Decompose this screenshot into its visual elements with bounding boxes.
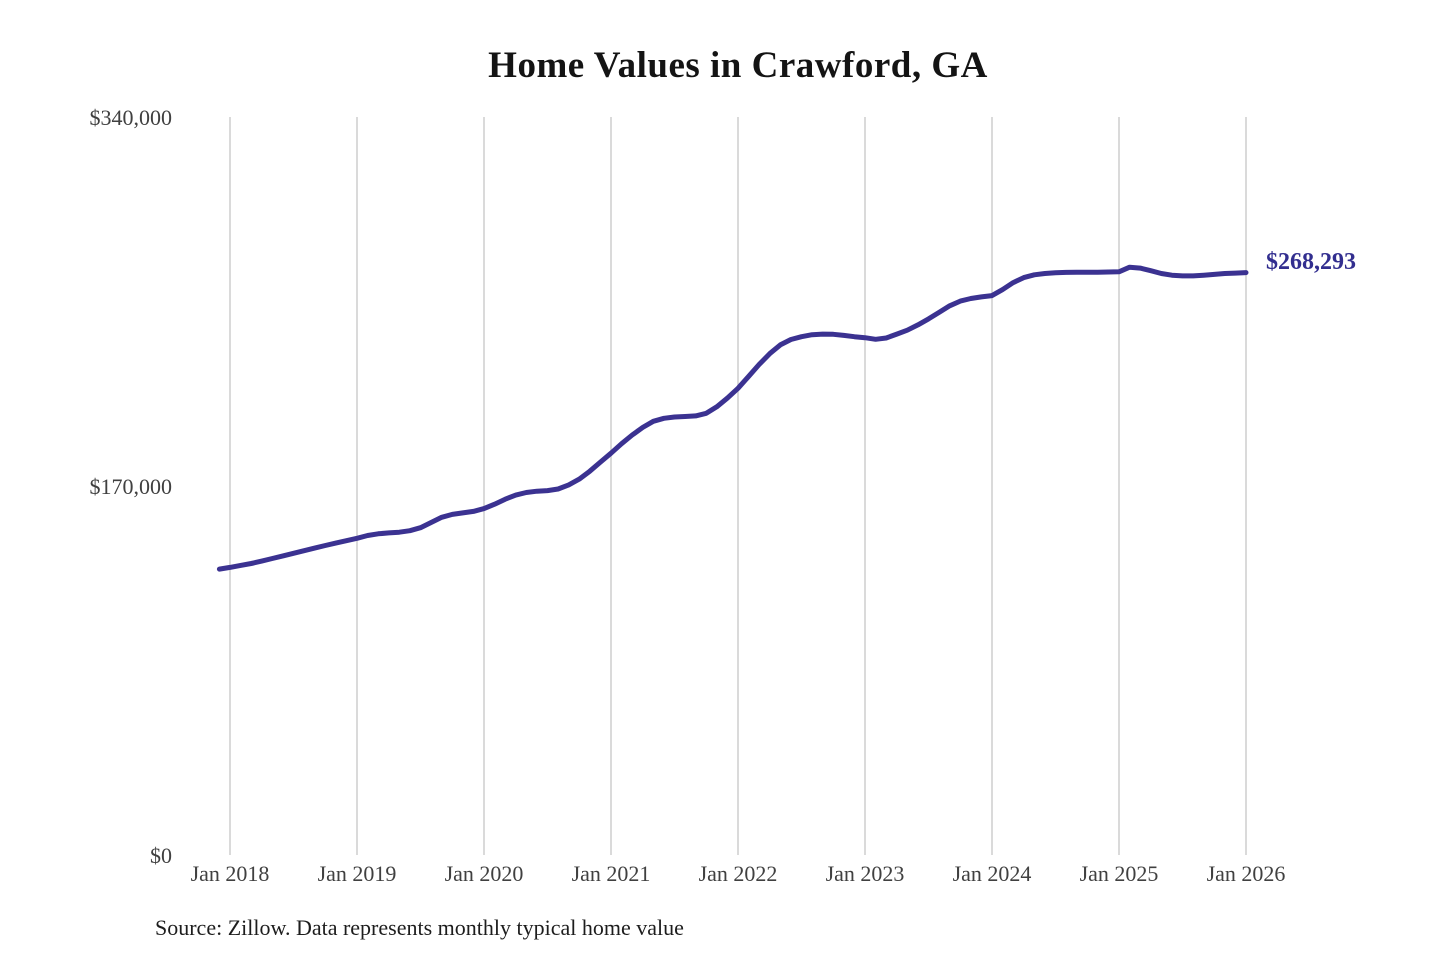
chart-title: Home Values in Crawford, GA: [488, 45, 988, 86]
x-tick-label: Jan 2020: [445, 861, 524, 886]
y-tick-label: $0: [150, 843, 172, 868]
current-value-label: $268,293: [1266, 249, 1356, 275]
x-tick-label: Jan 2026: [1207, 861, 1286, 886]
x-tick-label: Jan 2018: [191, 861, 270, 886]
x-tick-label: Jan 2022: [699, 861, 778, 886]
y-tick-label: $170,000: [90, 474, 173, 499]
x-tick-label: Jan 2025: [1080, 861, 1159, 886]
source-note: Source: Zillow. Data represents monthly …: [155, 915, 684, 940]
x-tick-label: Jan 2019: [318, 861, 397, 886]
x-tick-label: Jan 2023: [826, 861, 905, 886]
x-tick-label: Jan 2021: [572, 861, 651, 886]
x-tick-label: Jan 2024: [953, 861, 1032, 886]
y-tick-label: $340,000: [90, 105, 173, 130]
home-value-line: [216, 264, 1249, 572]
